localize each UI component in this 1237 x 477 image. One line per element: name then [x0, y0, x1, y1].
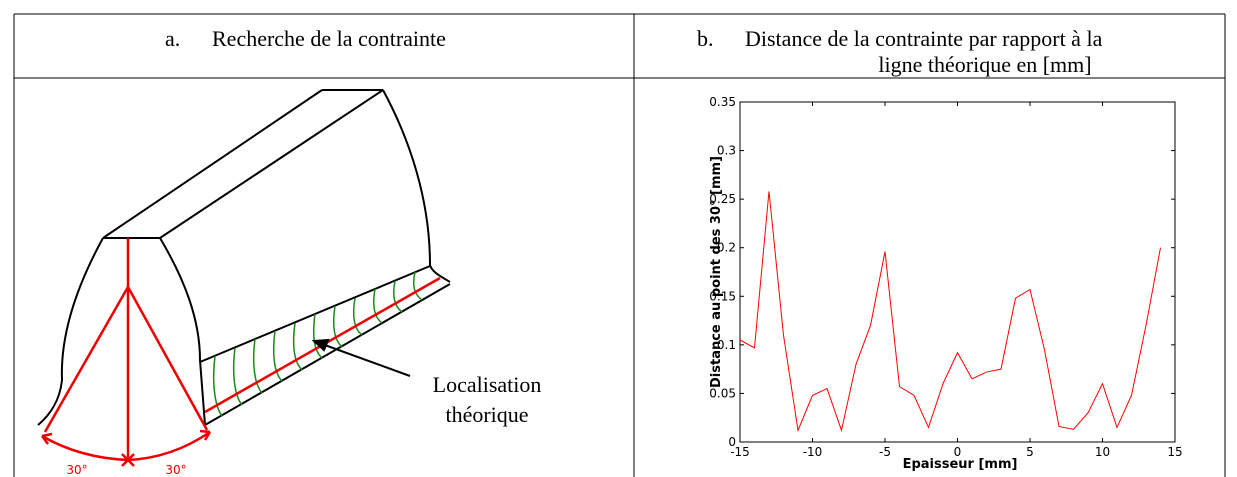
y-tick-label: 0.15 [709, 289, 736, 303]
y-tick-label: 0.35 [709, 95, 736, 109]
y-tick-label: 0.3 [717, 144, 736, 158]
pointer-arrow [311, 338, 411, 377]
contact-lines [212, 271, 423, 417]
x-tick-label: -5 [879, 445, 891, 459]
y-axis-label: Distance au point des 30° [mm] [709, 156, 724, 388]
y-tick-label: 0.1 [717, 338, 736, 352]
x-axis-label: Epaisseur [mm] [903, 457, 1018, 472]
x-tick-label: 0 [954, 445, 962, 459]
annotation: Localisation [433, 372, 542, 397]
header-marker: a. [165, 26, 180, 51]
x-tick-label: 10 [1095, 445, 1110, 459]
header-marker: b. [697, 26, 714, 51]
y-tick-label: 0.05 [709, 386, 736, 400]
header-text: ligne théorique en [mm] [878, 52, 1091, 77]
tooth-diagram [37, 89, 451, 426]
y-tick-label: 0.2 [717, 241, 736, 255]
table-borders [13, 13, 1226, 477]
data-line [739, 191, 1161, 433]
x-tick-label: 5 [1026, 445, 1034, 459]
x-tick-label: -10 [803, 445, 823, 459]
x-tick-label: 15 [1167, 445, 1182, 459]
x-tick-label: -15 [730, 445, 750, 459]
header-text: Distance de la contrainte par rapport à … [745, 26, 1103, 51]
angle-label: 30° [66, 463, 87, 477]
header-text: Recherche de la contrainte [212, 26, 446, 51]
plot-frame [739, 101, 1176, 443]
angle-label: 30° [165, 463, 186, 477]
y-tick-label: 0.25 [709, 192, 736, 206]
annotation: théorique [445, 402, 528, 427]
y-tick-label: 0 [728, 435, 736, 449]
angle-construction [41, 238, 212, 467]
